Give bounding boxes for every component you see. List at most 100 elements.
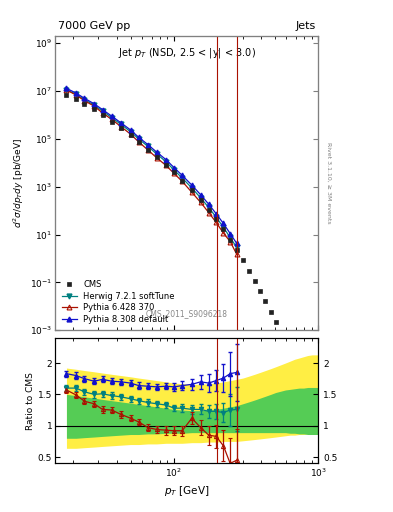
Pythia 6.428 370: [74, 92, 79, 98]
Herwig 7.2.1 softTune: [234, 244, 239, 250]
Pythia 6.428 370: [119, 123, 123, 130]
CMS: [136, 139, 141, 145]
CMS: [258, 288, 263, 294]
CMS: [263, 298, 268, 305]
CMS: [82, 101, 87, 107]
CMS: [268, 309, 273, 315]
Pythia 6.428 370: [172, 170, 176, 177]
Herwig 7.2.1 softTune: [221, 224, 226, 230]
CMS: [234, 247, 239, 253]
CMS: [246, 268, 251, 274]
Line: Pythia 8.308 default: Pythia 8.308 default: [64, 86, 239, 246]
CMS: [283, 339, 288, 346]
Herwig 7.2.1 softTune: [128, 129, 133, 135]
Pythia 8.308 default: [214, 210, 219, 217]
CMS: [305, 390, 310, 396]
Herwig 7.2.1 softTune: [119, 121, 123, 127]
CMS: [228, 237, 233, 243]
Herwig 7.2.1 softTune: [198, 195, 203, 201]
Pythia 6.428 370: [198, 199, 203, 205]
CMS: [297, 370, 301, 376]
Pythia 8.308 default: [82, 95, 87, 101]
CMS: [278, 329, 283, 335]
Herwig 7.2.1 softTune: [74, 91, 79, 97]
Herwig 7.2.1 softTune: [189, 185, 194, 191]
Herwig 7.2.1 softTune: [136, 136, 141, 142]
Pythia 8.308 default: [136, 134, 141, 140]
Pythia 8.308 default: [128, 127, 133, 133]
CMS: [64, 92, 69, 98]
Herwig 7.2.1 softTune: [154, 151, 159, 157]
Pythia 8.308 default: [163, 157, 168, 163]
CMS: [206, 206, 211, 212]
Pythia 8.308 default: [221, 220, 226, 226]
Pythia 6.428 370: [154, 155, 159, 161]
Herwig 7.2.1 softTune: [92, 102, 97, 108]
Y-axis label: Ratio to CMS: Ratio to CMS: [26, 372, 35, 430]
Text: Jets: Jets: [296, 22, 316, 31]
Herwig 7.2.1 softTune: [206, 204, 211, 210]
Pythia 6.428 370: [64, 87, 69, 93]
Y-axis label: Rivet 3.1.10, ≥ 3M events: Rivet 3.1.10, ≥ 3M events: [327, 142, 332, 224]
Herwig 7.2.1 softTune: [214, 214, 219, 220]
Pythia 6.428 370: [189, 189, 194, 196]
CMS: [163, 162, 168, 168]
Pythia 8.308 default: [206, 201, 211, 207]
Line: Pythia 6.428 370: Pythia 6.428 370: [64, 88, 239, 257]
CMS: [172, 169, 176, 176]
Pythia 8.308 default: [109, 113, 114, 119]
Pythia 8.308 default: [64, 86, 69, 92]
CMS: [221, 226, 226, 232]
Pythia 6.428 370: [82, 98, 87, 104]
CMS: [74, 96, 79, 102]
Pythia 6.428 370: [92, 103, 97, 109]
Pythia 6.428 370: [136, 139, 141, 145]
Herwig 7.2.1 softTune: [100, 108, 105, 114]
Pythia 8.308 default: [172, 164, 176, 170]
Pythia 8.308 default: [189, 182, 194, 188]
CMS: [189, 187, 194, 194]
Pythia 6.428 370: [221, 230, 226, 236]
Pythia 8.308 default: [74, 90, 79, 96]
CMS: [314, 411, 319, 417]
Herwig 7.2.1 softTune: [145, 143, 150, 150]
CMS: [252, 278, 257, 284]
CMS: [154, 154, 159, 160]
CMS: [128, 132, 133, 138]
Pythia 6.428 370: [228, 239, 233, 245]
Pythia 8.308 default: [154, 149, 159, 155]
Text: 7000 GeV pp: 7000 GeV pp: [58, 22, 130, 31]
CMS: [274, 319, 278, 325]
Pythia 8.308 default: [180, 173, 185, 179]
Legend: CMS, Herwig 7.2.1 softTune, Pythia 6.428 370, Pythia 8.308 default: CMS, Herwig 7.2.1 softTune, Pythia 6.428…: [59, 278, 177, 326]
Text: Jet $p_{T}$ (NSD, 2.5 < |y| < 3.0): Jet $p_{T}$ (NSD, 2.5 < |y| < 3.0): [118, 46, 256, 60]
Line: CMS: CMS: [64, 92, 319, 417]
CMS: [180, 178, 185, 184]
Pythia 8.308 default: [119, 120, 123, 126]
Herwig 7.2.1 softTune: [163, 159, 168, 165]
Pythia 6.428 370: [163, 162, 168, 168]
CMS: [92, 106, 97, 113]
Herwig 7.2.1 softTune: [180, 175, 185, 181]
Pythia 6.428 370: [109, 116, 114, 122]
X-axis label: $p_{T}$ [GeV]: $p_{T}$ [GeV]: [164, 484, 209, 498]
Pythia 8.308 default: [92, 101, 97, 107]
Herwig 7.2.1 softTune: [172, 167, 176, 173]
Pythia 8.308 default: [198, 191, 203, 198]
Pythia 6.428 370: [206, 209, 211, 216]
Pythia 6.428 370: [234, 251, 239, 258]
Y-axis label: $d^{2}\sigma/dp_{T}dy$ [pb/GeV]: $d^{2}\sigma/dp_{T}dy$ [pb/GeV]: [11, 138, 26, 228]
CMS: [214, 216, 219, 222]
CMS: [119, 125, 123, 132]
CMS: [100, 112, 105, 118]
Pythia 8.308 default: [100, 106, 105, 113]
Pythia 6.428 370: [180, 178, 185, 184]
Herwig 7.2.1 softTune: [82, 97, 87, 103]
Herwig 7.2.1 softTune: [64, 87, 69, 93]
CMS: [198, 197, 203, 203]
Pythia 6.428 370: [214, 219, 219, 225]
Herwig 7.2.1 softTune: [228, 234, 233, 241]
Pythia 6.428 370: [100, 110, 105, 116]
Pythia 8.308 default: [145, 141, 150, 147]
CMS: [241, 257, 245, 263]
